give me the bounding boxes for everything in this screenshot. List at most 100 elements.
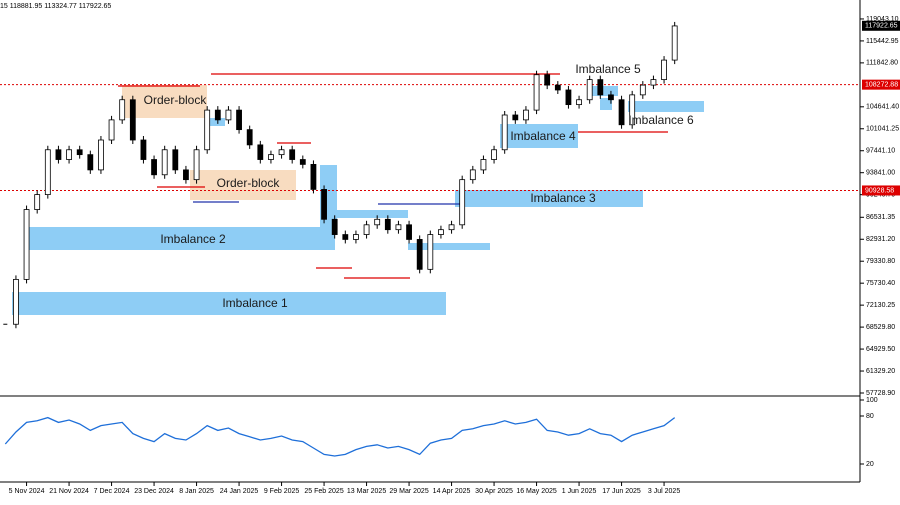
candle — [193, 149, 200, 181]
price-label: 117922.65 — [865, 23, 898, 30]
candle — [225, 109, 232, 121]
candle — [671, 25, 678, 61]
candle — [183, 169, 189, 181]
order-block-zone — [122, 85, 207, 118]
x-tick-label: 5 Nov 2024 — [9, 488, 45, 495]
annotation: Order-block — [217, 176, 281, 190]
candle — [172, 149, 179, 171]
candle — [321, 189, 327, 220]
y-tick-label: 82931.20 — [866, 236, 895, 243]
x-tick-label: 23 Dec 2024 — [134, 488, 174, 495]
imbalance-zone — [207, 118, 225, 126]
candle — [395, 224, 402, 231]
candle — [650, 79, 657, 86]
x-tick-label: 16 May 2025 — [516, 488, 557, 495]
candle — [363, 224, 370, 235]
candle — [151, 159, 157, 176]
y-tick-label: 75730.40 — [866, 280, 895, 287]
imbalance-zone — [12, 292, 446, 315]
x-tick-label: 13 Mar 2025 — [347, 488, 386, 495]
osc-tick-label: 100 — [866, 397, 878, 404]
candle — [23, 209, 30, 280]
level-tag — [862, 79, 900, 90]
x-tick-label: 30 Apr 2025 — [475, 488, 513, 495]
y-tick-label: 79330.80 — [866, 258, 895, 265]
candle — [448, 224, 455, 231]
candle — [98, 139, 104, 171]
candle — [608, 94, 614, 101]
x-tick-label: 17 Jun 2025 — [602, 488, 641, 495]
imbalance-zone — [25, 227, 335, 250]
candle — [299, 159, 306, 165]
candle — [214, 109, 221, 121]
y-tick-label: 93841.00 — [866, 170, 895, 177]
candle — [438, 229, 444, 235]
imbalance-zone — [408, 243, 490, 250]
candle — [597, 79, 604, 96]
price-tag — [862, 20, 900, 31]
annotation: Imbalance 3 — [530, 191, 596, 205]
candle — [140, 139, 147, 160]
candle — [406, 224, 412, 240]
candle — [416, 239, 423, 270]
candle — [119, 99, 126, 121]
annotation: Imbalance 1 — [222, 296, 288, 310]
annotations: Imbalance 1 Imbalance 2 Imbalance 3 Imba… — [144, 62, 694, 310]
imbalance-zone — [455, 190, 643, 207]
x-tick-label: 1 Jun 2025 — [562, 488, 597, 495]
candle — [491, 149, 497, 160]
candle — [108, 119, 115, 141]
candle — [469, 169, 476, 181]
candle — [342, 234, 349, 240]
imbalance-zone — [590, 86, 618, 96]
y-tick-label: 101041.25 — [866, 126, 899, 133]
x-tick-label: 9 Feb 2025 — [264, 488, 300, 495]
candle — [34, 194, 41, 210]
candle — [268, 154, 274, 160]
candle — [76, 149, 83, 156]
level-label: 90928.58 — [865, 187, 894, 194]
candle — [427, 234, 434, 270]
y-tick-label: 119043.10 — [866, 16, 899, 23]
osc-tick-label: 80 — [866, 413, 874, 420]
candle — [55, 149, 62, 160]
candle — [246, 129, 253, 146]
candle — [129, 99, 136, 141]
candle — [289, 149, 296, 160]
osc-tick-label: 20 — [866, 461, 874, 468]
candle — [639, 84, 646, 96]
candle — [533, 74, 540, 111]
candle — [459, 179, 466, 226]
candle — [310, 164, 317, 190]
x-tick-label: 7 Dec 2024 — [94, 488, 130, 495]
candle — [353, 234, 359, 240]
y-tick-label: 111842.80 — [866, 60, 898, 67]
x-tick-label: 29 Mar 2025 — [389, 488, 428, 495]
level-tag — [862, 185, 900, 196]
annotation: Imbalance 6 — [628, 113, 694, 127]
candle — [565, 89, 572, 106]
candle — [236, 109, 242, 131]
blue-lines — [193, 201, 460, 205]
candle — [554, 84, 561, 91]
y-tick-label: 61329.20 — [866, 368, 895, 375]
x-tick-label: 3 Jul 2025 — [648, 488, 680, 495]
candle — [523, 109, 529, 121]
annotation: Imbalance 4 — [510, 129, 576, 143]
x-tick-label: 14 Apr 2025 — [433, 488, 471, 495]
candle — [629, 94, 636, 126]
candle — [204, 109, 211, 151]
candle — [576, 99, 582, 106]
candle — [374, 218, 381, 226]
annotation: Order-block — [144, 93, 208, 107]
y-tick-label: 57728.90 — [866, 390, 895, 397]
red-lines — [118, 73, 668, 279]
candle — [512, 114, 519, 121]
y-tick-label: 104641.40 — [866, 104, 899, 111]
x-tick-label: 24 Jan 2025 — [220, 488, 259, 495]
candle — [13, 278, 19, 325]
candle — [331, 218, 338, 235]
candle — [586, 79, 593, 101]
candle — [87, 154, 94, 171]
